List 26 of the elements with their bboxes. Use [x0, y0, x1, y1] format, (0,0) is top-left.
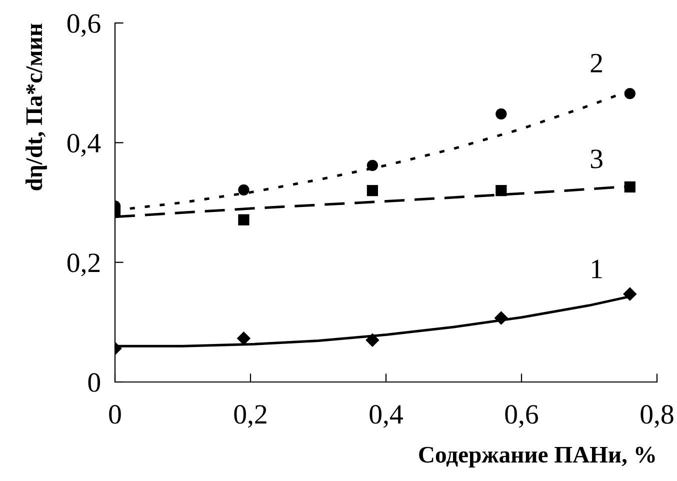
x-tick-label: 0 — [109, 405, 121, 424]
series-label: 2 — [590, 54, 602, 72]
y-axis-title: dη/dt, Па*с/мин — [26, 24, 47, 190]
point — [238, 184, 250, 196]
x-tick-label: 0,8 — [640, 405, 674, 428]
point — [496, 108, 507, 120]
y-tick-label: 0,4 — [67, 134, 101, 157]
x-axis-title: Содержание ПАНи, % — [419, 446, 655, 468]
point — [366, 160, 378, 171]
point — [623, 287, 636, 301]
series-label: 3 — [590, 150, 602, 168]
point — [624, 181, 636, 192]
x-tick-label: 0,6 — [505, 405, 538, 428]
x-tick-label: 0,2 — [234, 405, 266, 428]
point — [624, 88, 636, 100]
y-tick-label: 0 — [88, 373, 100, 392]
point — [496, 184, 507, 196]
point — [237, 332, 250, 345]
y-tick-label: 0,6 — [67, 14, 100, 37]
point — [366, 184, 378, 196]
y-tick-label: 0,2 — [67, 254, 100, 276]
point — [238, 214, 250, 226]
point — [494, 311, 508, 325]
point — [366, 334, 380, 347]
series-label: 1 — [592, 260, 602, 278]
x-tick-label: 0,4 — [370, 405, 403, 428]
